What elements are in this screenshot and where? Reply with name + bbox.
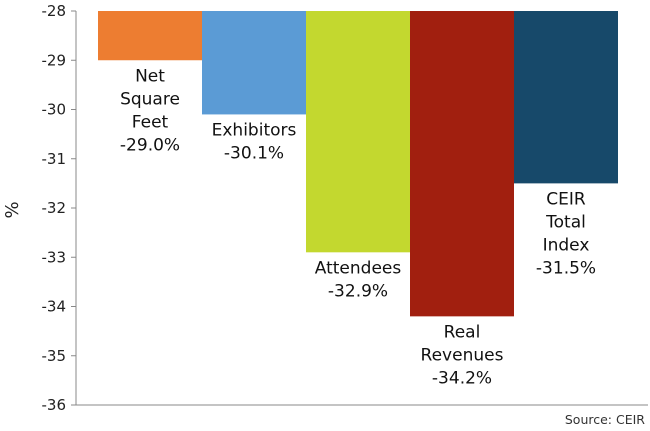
y-tick-label: -30 [42, 101, 67, 119]
category-label: Square [120, 89, 180, 109]
category-label: Exhibitors [212, 120, 297, 140]
data-value-label: -30.1% [224, 143, 284, 163]
y-tick-label: -29 [42, 51, 67, 69]
data-value-label: -32.9% [328, 281, 388, 301]
category-label: CEIR [546, 189, 586, 209]
category-label: Index [543, 235, 590, 255]
y-tick-label: -35 [42, 347, 67, 365]
y-axis-label: % [2, 201, 23, 218]
category-label: Net [135, 66, 165, 86]
category-label: Feet [132, 112, 169, 132]
bar [98, 11, 202, 61]
bar [306, 11, 410, 253]
y-tick-label: -33 [42, 248, 67, 266]
y-tick-label: -31 [42, 150, 67, 168]
category-label: Total [545, 212, 586, 232]
bars [98, 11, 618, 317]
data-labels: Net Square Feet -29.0% Exhibitors -30.1% Atten… [120, 66, 596, 388]
category-label: Attendees [315, 258, 402, 278]
data-value-label: -29.0% [120, 135, 180, 155]
y-tick-label: -32 [42, 199, 67, 217]
bar [514, 11, 618, 184]
category-label: Revenues [421, 345, 504, 365]
bar [410, 11, 514, 317]
bar [202, 11, 306, 115]
data-value-label: -34.2% [432, 368, 492, 388]
axes: -28 -29 -30 -31 -32 -33 -34 -35 -36 [42, 2, 648, 414]
y-tick-label: -36 [42, 396, 67, 414]
y-tick-label: -28 [42, 2, 67, 20]
category-label: Real [444, 322, 481, 342]
y-tick-label: -34 [42, 298, 67, 316]
source-note: Source: CEIR [565, 412, 645, 427]
data-value-label: -31.5% [536, 258, 596, 278]
